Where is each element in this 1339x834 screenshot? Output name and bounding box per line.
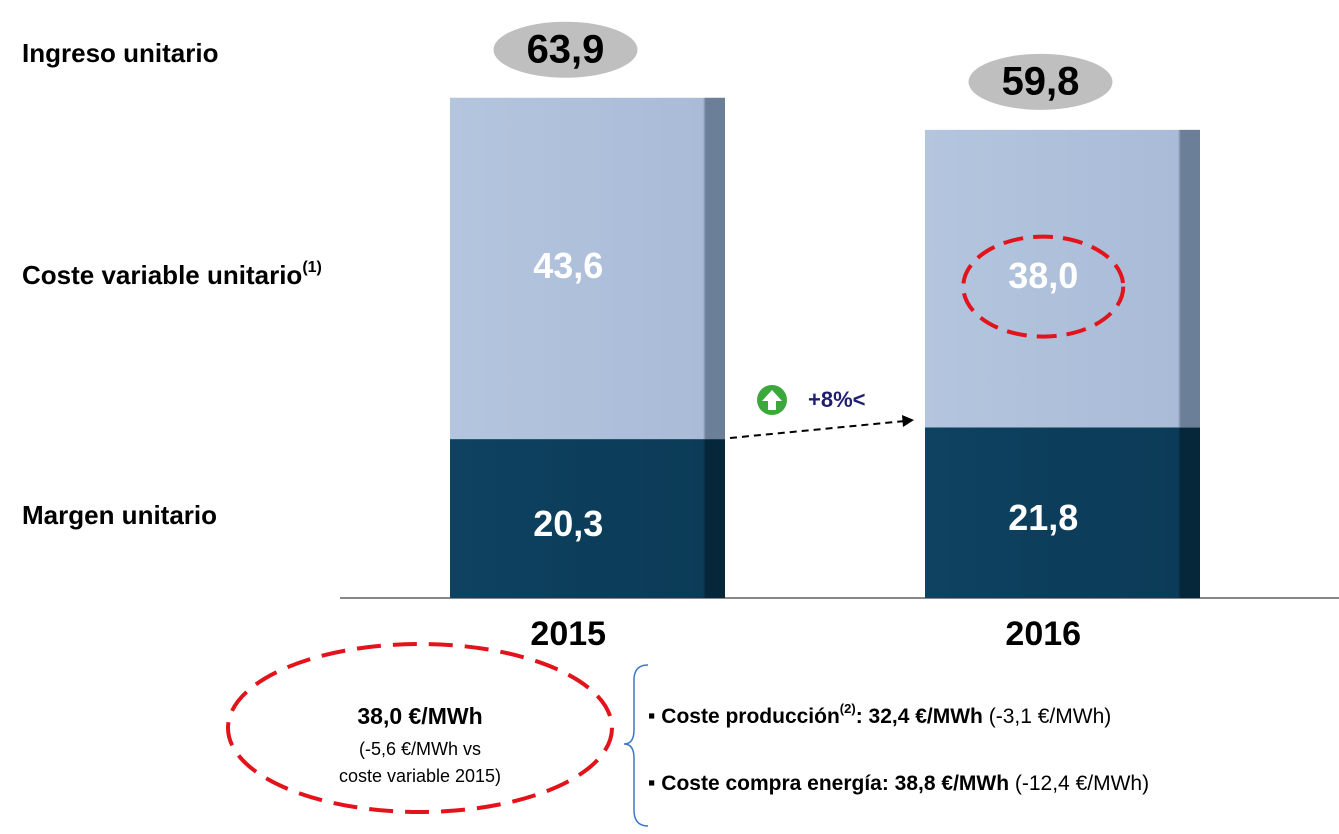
row-label: Coste variable unitario(1) (22, 259, 322, 290)
brace (623, 664, 649, 827)
callout-line: (-5,6 €/MWh vs (359, 739, 481, 759)
bar-segment (925, 129, 1200, 428)
row-label: Ingreso unitario (22, 38, 218, 68)
bullet-change: (-3,1 €/MWh) (983, 705, 1111, 728)
x-tick-label: 2015 (530, 615, 606, 653)
value-label: 20,3 (533, 503, 603, 544)
bar-segment (925, 427, 1200, 598)
callout-line: coste variable 2015) (339, 766, 501, 786)
bar-segment (450, 439, 725, 598)
bullet-change: (-12,4 €/MWh) (1009, 772, 1149, 795)
bullet: ▪ Coste compra energía: 38,8 €/MWh (-12,… (648, 772, 1149, 795)
value-label: 38,0 (1008, 255, 1078, 296)
bullet-value: : 32,4 €/MWh (856, 705, 983, 728)
value-label: 43,6 (533, 245, 603, 286)
footnote-mark: (1) (302, 259, 322, 276)
bar-segment (450, 97, 725, 440)
value-label: 21,8 (1008, 497, 1078, 538)
change-label: +8%< (808, 387, 866, 412)
up-icon-arrow (762, 390, 782, 410)
total-oval (493, 21, 638, 78)
x-tick-label: 2016 (1005, 615, 1081, 653)
footnote-mark: (2) (840, 701, 856, 716)
total-oval (968, 53, 1113, 110)
arrow (729, 420, 906, 439)
bullet-label: Coste compra energía: 38,8 €/MWh (661, 772, 1009, 795)
arrow-head (902, 415, 914, 427)
total-label: 59,8 (1002, 59, 1080, 103)
highlight-ellipse (961, 234, 1126, 339)
bullet-label: Coste producción (661, 705, 840, 728)
callout-ellipse (226, 642, 614, 814)
callout-title: 38,0 €/MWh (357, 703, 482, 729)
total-label: 63,9 (527, 27, 605, 71)
row-label: Margen unitario (22, 500, 217, 530)
series-name: Coste variable unitario (22, 260, 302, 290)
bullet: ▪ Coste producción(2): 32,4 €/MWh (-3,1 … (648, 701, 1111, 727)
